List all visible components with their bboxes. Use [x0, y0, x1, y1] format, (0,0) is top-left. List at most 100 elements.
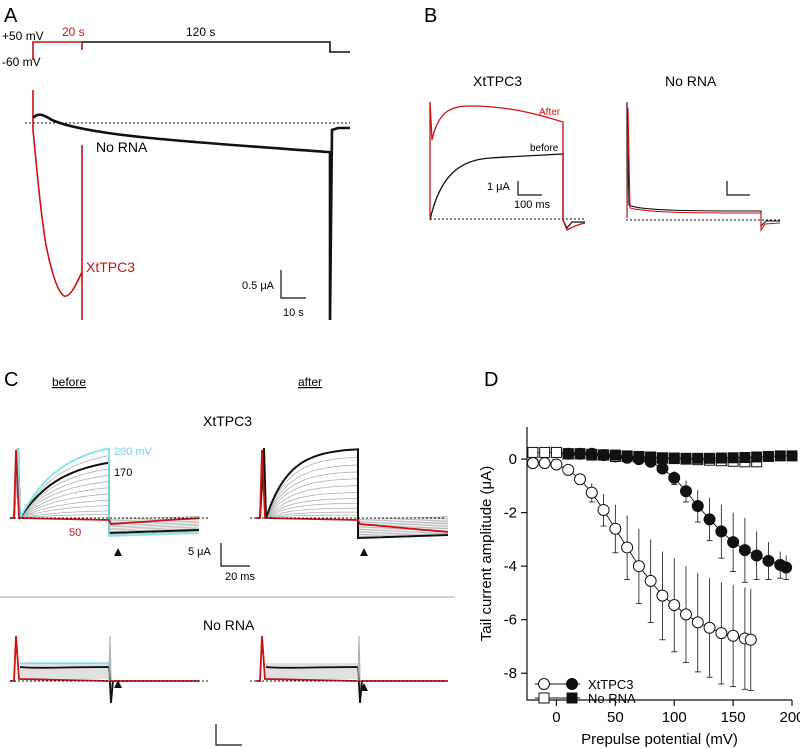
data-point	[739, 452, 751, 464]
col-before: before	[52, 375, 86, 389]
x-tick-label: 100	[662, 709, 687, 726]
y-tick-label: -2	[504, 505, 517, 522]
panel-a-letter: A	[4, 5, 18, 27]
scalebar-c-bottom	[215, 724, 242, 746]
arrow-c-tr	[360, 548, 368, 556]
trace-norna-before-b	[626, 101, 780, 228]
data-point	[632, 560, 645, 573]
data-point	[621, 450, 633, 462]
scale-c-y: 5 μA	[188, 546, 212, 558]
data-point	[562, 463, 575, 476]
current-trace	[13, 447, 200, 525]
trace-after-b	[429, 101, 586, 231]
data-point	[538, 692, 550, 704]
label-200mv: 200 mV	[114, 446, 153, 458]
arrow-c-tl	[114, 548, 122, 556]
scale-a-x: 10 s	[283, 307, 304, 319]
label-before: before	[530, 143, 559, 154]
y-tick-label: -6	[504, 612, 517, 629]
data-point	[762, 554, 775, 567]
data-point	[703, 621, 716, 634]
data-point	[550, 446, 562, 458]
panel-b-title-left: XtTPC3	[473, 73, 522, 89]
scale-c-x: 20 ms	[225, 571, 255, 583]
data-point	[691, 499, 704, 512]
x-axis-label: Prepulse potential (mV)	[581, 731, 738, 748]
current-trace	[259, 447, 449, 527]
data-point	[539, 446, 551, 458]
protocol-red	[32, 41, 83, 60]
panel-d: D 0 50 100 150 200 0 -2 -4 -6 -8 Prepulse potentia…	[478, 369, 800, 748]
current-trace	[13, 447, 200, 520]
data-point	[727, 536, 740, 549]
panel-d-letter: D	[484, 369, 498, 391]
data-point	[668, 452, 680, 464]
current-trace	[13, 447, 200, 526]
data-point	[656, 452, 668, 464]
data-point	[692, 452, 704, 464]
capacitive-spike	[108, 635, 112, 682]
data-point	[750, 549, 763, 562]
data-point	[645, 451, 657, 463]
current-trace	[259, 447, 449, 522]
trace-norna-label: No RNA	[96, 139, 148, 155]
current-trace	[13, 447, 200, 537]
data-point	[727, 629, 740, 642]
arrow-c-br	[360, 683, 368, 691]
data-point	[609, 449, 621, 461]
data-point	[727, 452, 739, 464]
series-open-circle	[526, 457, 757, 692]
traces-norna-before	[10, 635, 199, 704]
dur2-label: 120 s	[186, 25, 215, 39]
panel-a: A +50 mV -60 mV 20 s 120 s No RNA XtTPC3…	[2, 5, 350, 321]
data-point	[527, 446, 539, 458]
scale-b-y: 1 μA	[487, 181, 511, 193]
data-point	[680, 485, 692, 498]
data-point	[566, 692, 578, 704]
current-trace	[13, 447, 200, 528]
current-trace	[259, 447, 449, 537]
data-point	[680, 608, 692, 621]
panel-b-letter: B	[424, 5, 437, 27]
scale-a-y: 0.5 μA	[242, 280, 275, 292]
v-step-label: +50 mV	[2, 29, 44, 43]
trace-50mv	[256, 449, 449, 533]
x-tick-label: 200	[779, 709, 800, 726]
data-point	[574, 473, 586, 486]
current-trace	[13, 447, 200, 523]
label-50: 50	[69, 527, 81, 539]
series-line	[532, 462, 751, 641]
v-hold-label: -60 mV	[2, 55, 41, 69]
data-point	[751, 451, 763, 463]
data-point	[704, 452, 716, 464]
data-point	[644, 574, 657, 587]
data-point	[744, 633, 757, 646]
scale-b-x: 100 ms	[514, 199, 551, 211]
current-trace	[259, 447, 449, 536]
panel-c: C before after XtTPC3 No RNA 200 mV 170 …	[0, 369, 455, 746]
data-point	[774, 450, 786, 462]
scalebar-b	[517, 181, 542, 196]
current-trace	[259, 447, 449, 531]
x-tick-label: 150	[721, 709, 746, 726]
current-trace	[13, 447, 200, 531]
label-after: After	[539, 107, 561, 118]
panel-b: B XtTPC3 No RNA After before 1 μA 100 ms	[424, 5, 781, 232]
current-trace	[259, 447, 449, 529]
current-trace	[13, 447, 200, 529]
trace-norna-after-b	[626, 107, 781, 232]
chart-d: 0 50 100 150 200 0 -2 -4 -6 -8 Prepulse potential …	[478, 427, 800, 748]
data-point	[738, 544, 751, 557]
trace-norna-a	[32, 113, 350, 321]
scalebar-b-right	[726, 181, 750, 196]
current-trace	[259, 447, 449, 534]
data-point	[715, 452, 727, 464]
capacitive-spike	[357, 635, 361, 682]
scalebar-a	[280, 270, 306, 299]
y-tick-label: 0	[509, 451, 517, 468]
traces-xttpc3-after	[256, 447, 449, 540]
current-trace	[13, 447, 200, 535]
data-point	[585, 486, 598, 499]
axes-frame	[526, 427, 792, 701]
data-point	[621, 541, 634, 554]
